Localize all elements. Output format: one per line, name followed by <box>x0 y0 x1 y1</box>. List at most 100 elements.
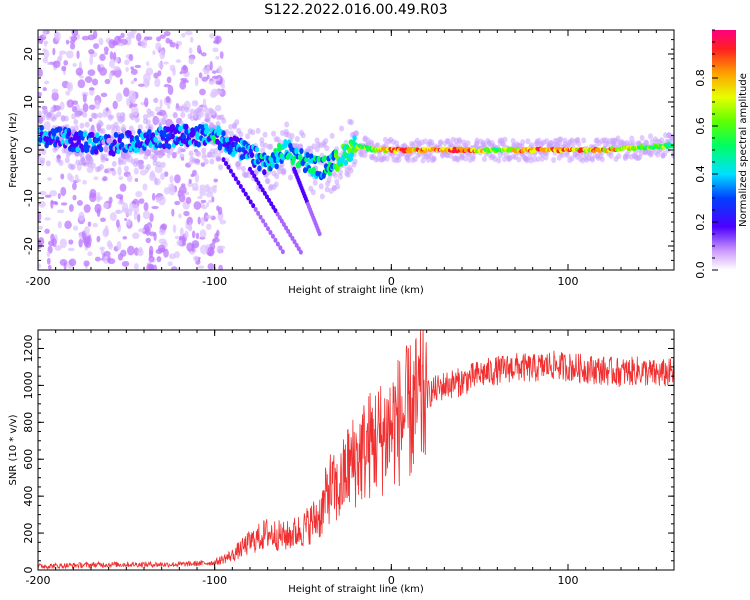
heatmap-halo-cell <box>145 164 151 171</box>
heatmap-halo-cell <box>535 156 541 163</box>
heatmap-noise-cell <box>66 83 72 90</box>
heatmap-ridge-cell <box>147 128 152 135</box>
spectrogram-y-tick-label: -20 <box>22 237 35 255</box>
heatmap-noise-cell <box>57 209 65 214</box>
heatmap-halo-cell <box>73 124 79 131</box>
heatmap-ridge-cell <box>128 145 133 152</box>
snr-y-tick-label: 1200 <box>22 334 35 362</box>
heatmap-streak-cell <box>279 218 284 224</box>
heatmap-noise-cell <box>130 80 135 85</box>
snr-y-tick-label: 0 <box>22 567 35 574</box>
heatmap-noise-cell <box>159 34 166 39</box>
heatmap-noise-cell <box>189 36 194 43</box>
spectrogram-y-tick-label: 10 <box>22 95 35 109</box>
heatmap-noise-cell <box>38 68 43 78</box>
spectrogram-x-tick-label: -100 <box>202 275 227 288</box>
heatmap-noise-cell <box>38 200 46 208</box>
heatmap-noise-cell <box>137 248 144 257</box>
heatmap-ridge-cell <box>112 139 117 146</box>
heatmap-noise-cell <box>163 248 169 258</box>
heatmap-halo-cell <box>134 116 140 123</box>
heatmap-halo-cell <box>203 106 209 113</box>
heatmap-streak-cell <box>266 226 271 232</box>
heatmap-noise-cell <box>65 50 74 59</box>
heatmap-halo-cell <box>496 157 502 164</box>
snr-x-tick-label: 0 <box>388 574 395 587</box>
heatmap-noise-cell <box>72 225 79 231</box>
heatmap-halo-cell <box>119 116 125 123</box>
heatmap-noise-cell <box>43 40 49 45</box>
heatmap-halo-cell <box>455 156 461 163</box>
heatmap-streak-cell <box>277 215 282 221</box>
heatmap-halo-cell <box>142 114 148 121</box>
colorbar-tick-label: 0.2 <box>694 213 707 231</box>
heatmap-noise-cell <box>87 69 96 76</box>
heatmap-noise-cell <box>59 238 68 249</box>
heatmap-halo-cell <box>448 141 454 148</box>
heatmap-halo-cell <box>520 139 526 146</box>
heatmap-halo-cell <box>79 122 85 129</box>
heatmap-noise-cell <box>92 222 99 228</box>
heatmap-halo-cell <box>215 155 221 162</box>
heatmap-noise-cell <box>200 216 205 227</box>
heatmap-noise-cell <box>68 239 74 245</box>
heatmap-ridge-cell <box>69 137 74 144</box>
heatmap-noise-cell <box>97 64 101 72</box>
heatmap-halo-cell <box>180 111 186 118</box>
snr-y-tick-label: 1000 <box>22 371 35 399</box>
heatmap-noise-cell <box>59 259 68 266</box>
heatmap-noise-cell <box>164 171 169 177</box>
heatmap-noise-cell <box>134 178 139 182</box>
heatmap-ridge-cell <box>249 151 255 158</box>
heatmap-noise-cell <box>99 67 108 76</box>
heatmap-halo-cell <box>438 139 444 146</box>
heatmap-noise-cell <box>44 217 51 221</box>
heatmap-noise-cell <box>58 50 67 55</box>
heatmap-noise-cell <box>159 49 166 60</box>
heatmap-streak-cell <box>226 164 231 170</box>
spectrogram-x-tick-label: 0 <box>388 275 395 288</box>
heatmap-noise-cell <box>47 61 51 66</box>
heatmap-noise-cell <box>116 240 122 251</box>
heatmap-noise-cell <box>100 92 108 98</box>
heatmap-halo-cell <box>271 130 277 137</box>
heatmap-noise-cell <box>160 172 165 181</box>
heatmap-halo-cell <box>189 115 195 122</box>
heatmap-noise-cell <box>200 52 207 57</box>
heatmap-noise-cell <box>149 231 156 237</box>
heatmap-halo-cell <box>208 107 214 114</box>
heatmap-halo-cell <box>201 147 207 154</box>
heatmap-noise-cell <box>158 61 164 69</box>
heatmap-ridge-cell <box>153 136 158 143</box>
heatmap-ridge-cell <box>43 130 48 137</box>
heatmap-noise-cell <box>120 32 125 39</box>
heatmap-halo-cell <box>502 136 508 143</box>
heatmap-noise-cell <box>207 246 215 257</box>
heatmap-halo-cell <box>551 157 557 164</box>
heatmap-ridge-cell <box>254 146 260 153</box>
snr-series-line <box>38 330 674 570</box>
heatmap-noise-cell <box>216 245 223 254</box>
heatmap-noise-cell <box>109 59 115 68</box>
heatmap-noise-cell <box>184 30 193 36</box>
heatmap-halo-cell <box>334 178 340 185</box>
heatmap-noise-cell <box>212 238 216 245</box>
heatmap-halo-cell <box>384 155 390 162</box>
heatmap-noise-cell <box>186 242 194 252</box>
heatmap-noise-cell <box>134 64 142 69</box>
heatmap-streak-cell <box>273 208 278 214</box>
heatmap-noise-cell <box>221 84 226 89</box>
heatmap-streak-cell <box>264 194 269 200</box>
heatmap-ridge-cell <box>309 153 314 160</box>
heatmap-halo-cell <box>337 173 343 180</box>
heatmap-noise-cell <box>154 178 161 186</box>
heatmap-halo-cell <box>111 169 117 176</box>
heatmap-halo-cell <box>539 155 545 162</box>
heatmap-streak-cell <box>288 232 293 238</box>
heatmap-noise-cell <box>153 72 159 79</box>
heatmap-noise-cell <box>99 53 106 62</box>
heatmap-halo-cell <box>198 105 204 112</box>
heatmap-noise-cell <box>144 97 149 108</box>
heatmap-halo-cell <box>377 151 383 158</box>
heatmap-noise-cell <box>128 90 136 100</box>
